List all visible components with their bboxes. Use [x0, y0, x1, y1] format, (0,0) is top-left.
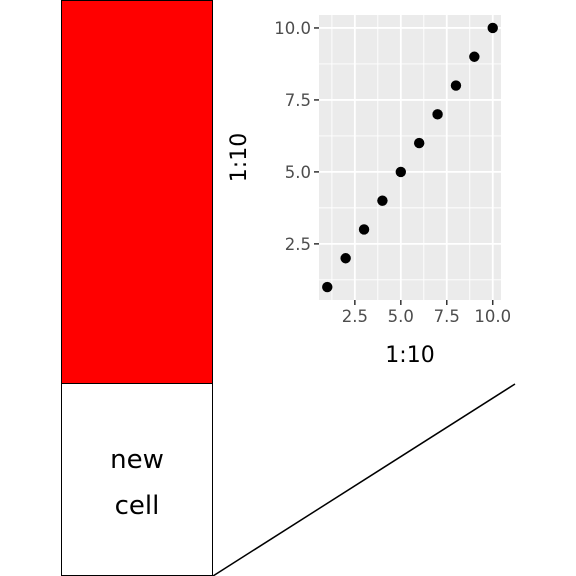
data-point	[377, 195, 387, 205]
x-axis-ticks: 2.5 5.0 7.5 10.0	[342, 300, 511, 326]
x-axis-title: 1:10	[385, 343, 434, 368]
data-point	[432, 109, 442, 119]
x-tick-label: 7.5	[434, 307, 460, 326]
data-point	[396, 167, 406, 177]
y-axis-ticks: 2.5 5.0 7.5 10.0	[274, 19, 319, 254]
y-tick-label: 2.5	[285, 235, 311, 254]
data-point	[359, 224, 369, 234]
x-tick-label: 2.5	[342, 307, 368, 326]
data-point	[340, 253, 350, 263]
y-tick-label: 5.0	[285, 163, 311, 182]
y-tick-label: 7.5	[285, 91, 311, 110]
scatter-plot: 2.5 5.0 7.5 10.0 2.5 5.0 7.5 10.0 1:10 1:10	[227, 15, 511, 368]
x-tick-label: 5.0	[388, 307, 414, 326]
data-point	[469, 52, 479, 62]
text-cell-line-2: cell	[115, 491, 160, 521]
diagonal-line	[213, 384, 515, 576]
y-tick-label: 10.0	[274, 19, 311, 38]
data-point	[322, 282, 332, 292]
data-point	[414, 138, 424, 148]
x-tick-label: 10.0	[474, 307, 511, 326]
text-cell	[62, 384, 213, 576]
data-point	[451, 80, 461, 90]
text-cell-line-1: new	[110, 445, 164, 475]
y-axis-title: 1:10	[227, 133, 252, 182]
red-cell	[62, 1, 213, 384]
data-point	[488, 23, 498, 33]
